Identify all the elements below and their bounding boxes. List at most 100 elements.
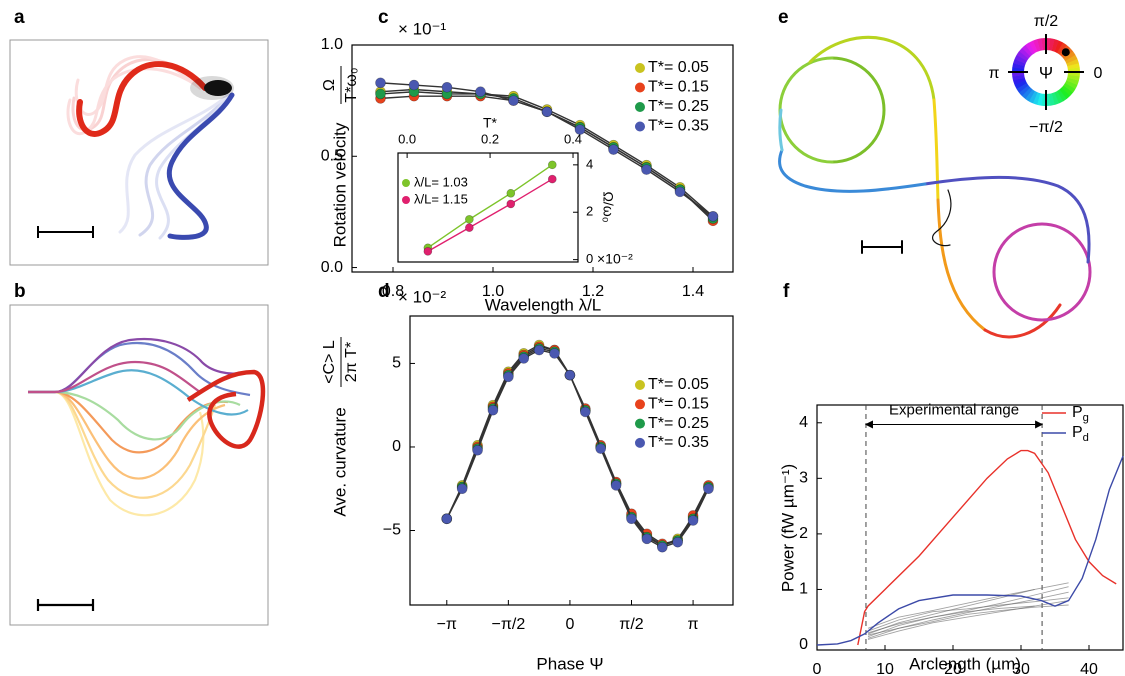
y-tick-label: −5 <box>383 522 401 539</box>
y-tick-label: 0 <box>392 438 401 455</box>
panel-letter: b <box>14 281 26 302</box>
x-tick-label: −π/2 <box>491 616 525 633</box>
y-axis-label-group: Ω/ω₀ <box>600 191 616 222</box>
y-axis-label-denominator: T*ω₀ <box>343 67 360 102</box>
wheel-segment <box>1014 80 1028 90</box>
legend-label: T*= 0.25 <box>648 415 709 432</box>
x-tick-label: 0 <box>813 661 822 676</box>
axis-multiplier: ×10⁻² <box>597 251 633 267</box>
y-axis-label: Ave. curvature <box>330 407 349 516</box>
wheel-segment <box>1012 74 1025 82</box>
wheel-segment <box>1019 85 1031 97</box>
axis-multiplier: × 10⁻¹ <box>398 19 447 38</box>
wheel-segment <box>1012 63 1025 70</box>
legend-label: T*= 0.15 <box>648 79 709 96</box>
legend-label: T*= 0.15 <box>648 396 709 413</box>
data-point <box>641 533 653 545</box>
data-point <box>564 369 576 381</box>
legend-marker <box>635 82 645 93</box>
wheel-segment <box>1048 38 1055 51</box>
wheel-segment <box>1036 38 1044 51</box>
wheel-segment <box>1018 47 1031 59</box>
wheel-segment <box>1048 93 1056 106</box>
x-axis-label: T* <box>483 115 498 131</box>
wheel-segment <box>1014 55 1027 64</box>
x-tick-label: 20 <box>944 661 962 676</box>
data-point <box>541 106 553 118</box>
data-point <box>674 186 686 198</box>
legend-marker <box>635 418 645 429</box>
wheel-segment <box>1054 90 1064 104</box>
wheel-segment <box>1037 93 1044 106</box>
y-axis-label-group: Rotation velocity Ω T*ω₀ <box>321 66 360 247</box>
wheel-segment <box>1028 40 1038 54</box>
x-tick-label: 10 <box>876 661 894 676</box>
data-point <box>672 536 683 548</box>
wheel-segment <box>1065 80 1078 89</box>
wheel-segment <box>1032 92 1041 105</box>
x-axis-label: Phase Ψ <box>536 654 603 673</box>
x-axis-label: Wavelength λ/L <box>485 295 602 314</box>
x-tick-label: π <box>688 616 699 633</box>
y-axis-label-group: Ave. curvature <C> L 2π T* <box>321 337 360 517</box>
legend-label: λ/L= 1.15 <box>414 191 468 206</box>
data-point <box>547 174 557 184</box>
data-point <box>375 77 386 89</box>
legend-label: T*= 0.25 <box>648 98 709 115</box>
y-tick-label: 1 <box>799 581 808 598</box>
wheel-segment <box>1063 82 1076 93</box>
data-point <box>506 199 516 209</box>
plot-area <box>409 315 734 606</box>
legend-label: Pg <box>1072 404 1089 424</box>
series-line <box>427 164 553 249</box>
y-axis-label: Rotation velocity <box>330 122 349 247</box>
x-axis-label: Arclength (µm) <box>909 654 1021 673</box>
x-tick-label: 0.0 <box>398 131 416 146</box>
legend-marker <box>635 121 645 132</box>
wheel-segment <box>1013 58 1026 67</box>
wheel-segment <box>1025 42 1035 55</box>
data-point <box>656 541 668 553</box>
wheel-label: 0 <box>1094 65 1103 82</box>
legend-label: Pd <box>1072 424 1089 444</box>
wheel-segment <box>1059 87 1071 99</box>
y-axis-label: Ω/ω₀ <box>600 191 616 222</box>
wheel-segment <box>1067 62 1080 70</box>
wheel-segment <box>1016 83 1029 93</box>
panel-b-image <box>9 304 269 626</box>
wheel-segment <box>1064 54 1078 64</box>
data-point <box>441 513 453 525</box>
x-tick-label: −π <box>437 616 457 633</box>
y-tick-label: 2 <box>586 204 593 219</box>
legend-label: λ/L= 1.03 <box>414 174 468 189</box>
series-line <box>867 597 1069 632</box>
panel-letter: f <box>783 281 790 302</box>
data-point <box>547 160 557 170</box>
panel-e-trajectory <box>778 35 1092 339</box>
data-point <box>687 515 699 526</box>
data-point <box>375 88 386 100</box>
series-line <box>867 586 1069 638</box>
wheel-segment <box>1066 58 1079 67</box>
data-point <box>423 247 433 256</box>
wheel-segment <box>1066 77 1079 86</box>
wheel-segment <box>1051 39 1060 52</box>
wheel-segment <box>1032 39 1041 52</box>
wheel-segment <box>1063 51 1076 61</box>
wheel-segment <box>1013 77 1026 86</box>
x-tick-label: 0.2 <box>481 131 499 146</box>
legend-label: T*= 0.35 <box>648 118 709 135</box>
series-line <box>857 449 1117 646</box>
wheel-segment <box>1021 45 1033 57</box>
wheel-segment <box>1046 93 1051 106</box>
legend-marker <box>635 380 645 390</box>
wheel-segment <box>1016 51 1029 62</box>
wheel-label: π <box>988 65 999 82</box>
legend-label: T*= 0.35 <box>648 434 709 451</box>
data-point <box>506 188 516 198</box>
data-point <box>626 513 637 525</box>
data-point <box>608 144 619 155</box>
wheel-segment <box>1025 89 1036 102</box>
y-tick-label: 0 <box>799 636 808 653</box>
